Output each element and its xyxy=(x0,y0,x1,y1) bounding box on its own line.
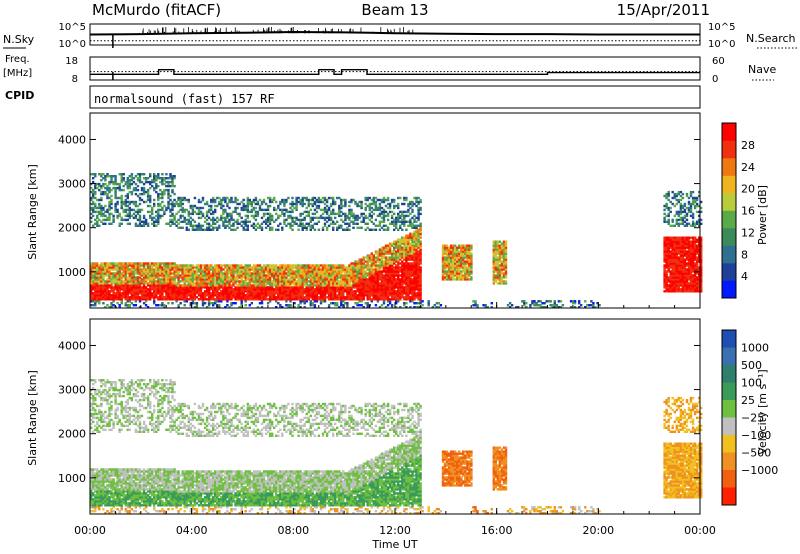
series-n-sky xyxy=(89,30,700,36)
nsky-top-tick: 10^5 xyxy=(59,22,86,33)
power-colorbar: 4 8 12 16 20 24 28 xyxy=(721,122,755,299)
nave-top-tick: 60 xyxy=(712,56,725,67)
power-heatmap xyxy=(90,173,703,309)
nave-bottom-tick: 0 xyxy=(712,74,718,85)
beam-title: Beam 13 xyxy=(361,1,428,19)
x-tick-label: 00:00 xyxy=(684,524,716,537)
nave-label: Nave xyxy=(748,63,776,76)
nsky-label: N.Sky xyxy=(3,33,35,46)
power-colorbar-tick: 24 xyxy=(741,161,755,174)
power-y-ticks: 1000 2000 3000 4000 xyxy=(58,133,700,279)
y-tick-label: 3000 xyxy=(58,178,86,191)
power-colorbar-tick: 28 xyxy=(741,139,755,152)
nsky-bottom-tick: 10^0 xyxy=(59,39,86,50)
y-tick-label: 1000 xyxy=(58,266,86,279)
power-colorbar-label: Power [dB] xyxy=(756,185,769,245)
power-ylabel: Slant Range [km] xyxy=(26,164,39,260)
velocity-colorbar-tick: 1000 xyxy=(741,342,769,355)
x-tick-label: 20:00 xyxy=(582,524,614,537)
nsearch-bottom-tick: 10^0 xyxy=(708,39,735,50)
velocity-ylabel: Slant Range [km] xyxy=(26,370,39,466)
freq-panel xyxy=(89,56,701,81)
power-colorbar-tick: 20 xyxy=(741,183,755,196)
velocity-colorbar-tick: 500 xyxy=(741,359,762,372)
power-colorbar-tick: 16 xyxy=(741,205,755,218)
series-freq- xyxy=(90,68,700,76)
freq-top-tick: 18 xyxy=(65,56,78,67)
velocity-colorbar-tick: −1000 xyxy=(741,464,778,477)
x-axis-label: Time UT xyxy=(371,538,417,551)
velocity-colorbar-tick: 100 xyxy=(741,377,762,390)
velocity-heatmap xyxy=(90,379,703,515)
y-tick-label: 4000 xyxy=(58,339,86,352)
x-tick-label: 00:00 xyxy=(74,524,106,537)
freq-label-line1: Freq. xyxy=(5,54,30,65)
y-tick-label: 4000 xyxy=(58,133,86,146)
date-title: 15/Apr/2011 xyxy=(617,1,710,19)
velocity-colorbar: 1000 500 100 25 −25 −100 −500 −1000 xyxy=(721,329,778,506)
velocity-colorbar-tick: −500 xyxy=(741,447,771,460)
cpid-panel xyxy=(89,85,701,109)
power-colorbar-tick: 12 xyxy=(741,226,755,239)
y-tick-label: 1000 xyxy=(58,472,86,485)
x-ticks: 00:00 04:00 08:00 12:00 16:00 20:00 00:00 xyxy=(74,302,716,537)
mode-label: normalsound (fast) 157 RF xyxy=(94,92,275,106)
y-tick-label: 2000 xyxy=(58,222,86,235)
power-colorbar-tick: 4 xyxy=(741,270,748,283)
cpid-label: CPID xyxy=(5,89,34,102)
power-colorbar-tick: 8 xyxy=(741,248,748,261)
velocity-y-ticks: 1000 2000 3000 4000 xyxy=(58,339,700,485)
velocity-colorbar-tick: −100 xyxy=(741,429,771,442)
x-tick-label: 12:00 xyxy=(379,524,411,537)
nsearch-top-tick: 10^5 xyxy=(708,22,735,33)
nsearch-label: N.Search xyxy=(746,32,796,45)
velocity-colorbar-tick: 25 xyxy=(741,394,755,407)
status-lines xyxy=(89,26,700,80)
x-tick-label: 08:00 xyxy=(277,524,309,537)
velocity-colorbar-label: Velocity [m s⁻¹] xyxy=(756,369,769,454)
x-tick-label: 16:00 xyxy=(481,524,513,537)
x-tick-label: 04:00 xyxy=(176,524,208,537)
y-tick-label: 3000 xyxy=(58,384,86,397)
y-tick-label: 2000 xyxy=(58,428,86,441)
freq-label-line2: [MHz] xyxy=(3,68,32,79)
velocity-colorbar-tick: −25 xyxy=(741,412,764,425)
station-title: McMurdo (fitACF) xyxy=(92,1,221,19)
freq-bottom-tick: 8 xyxy=(72,74,78,85)
